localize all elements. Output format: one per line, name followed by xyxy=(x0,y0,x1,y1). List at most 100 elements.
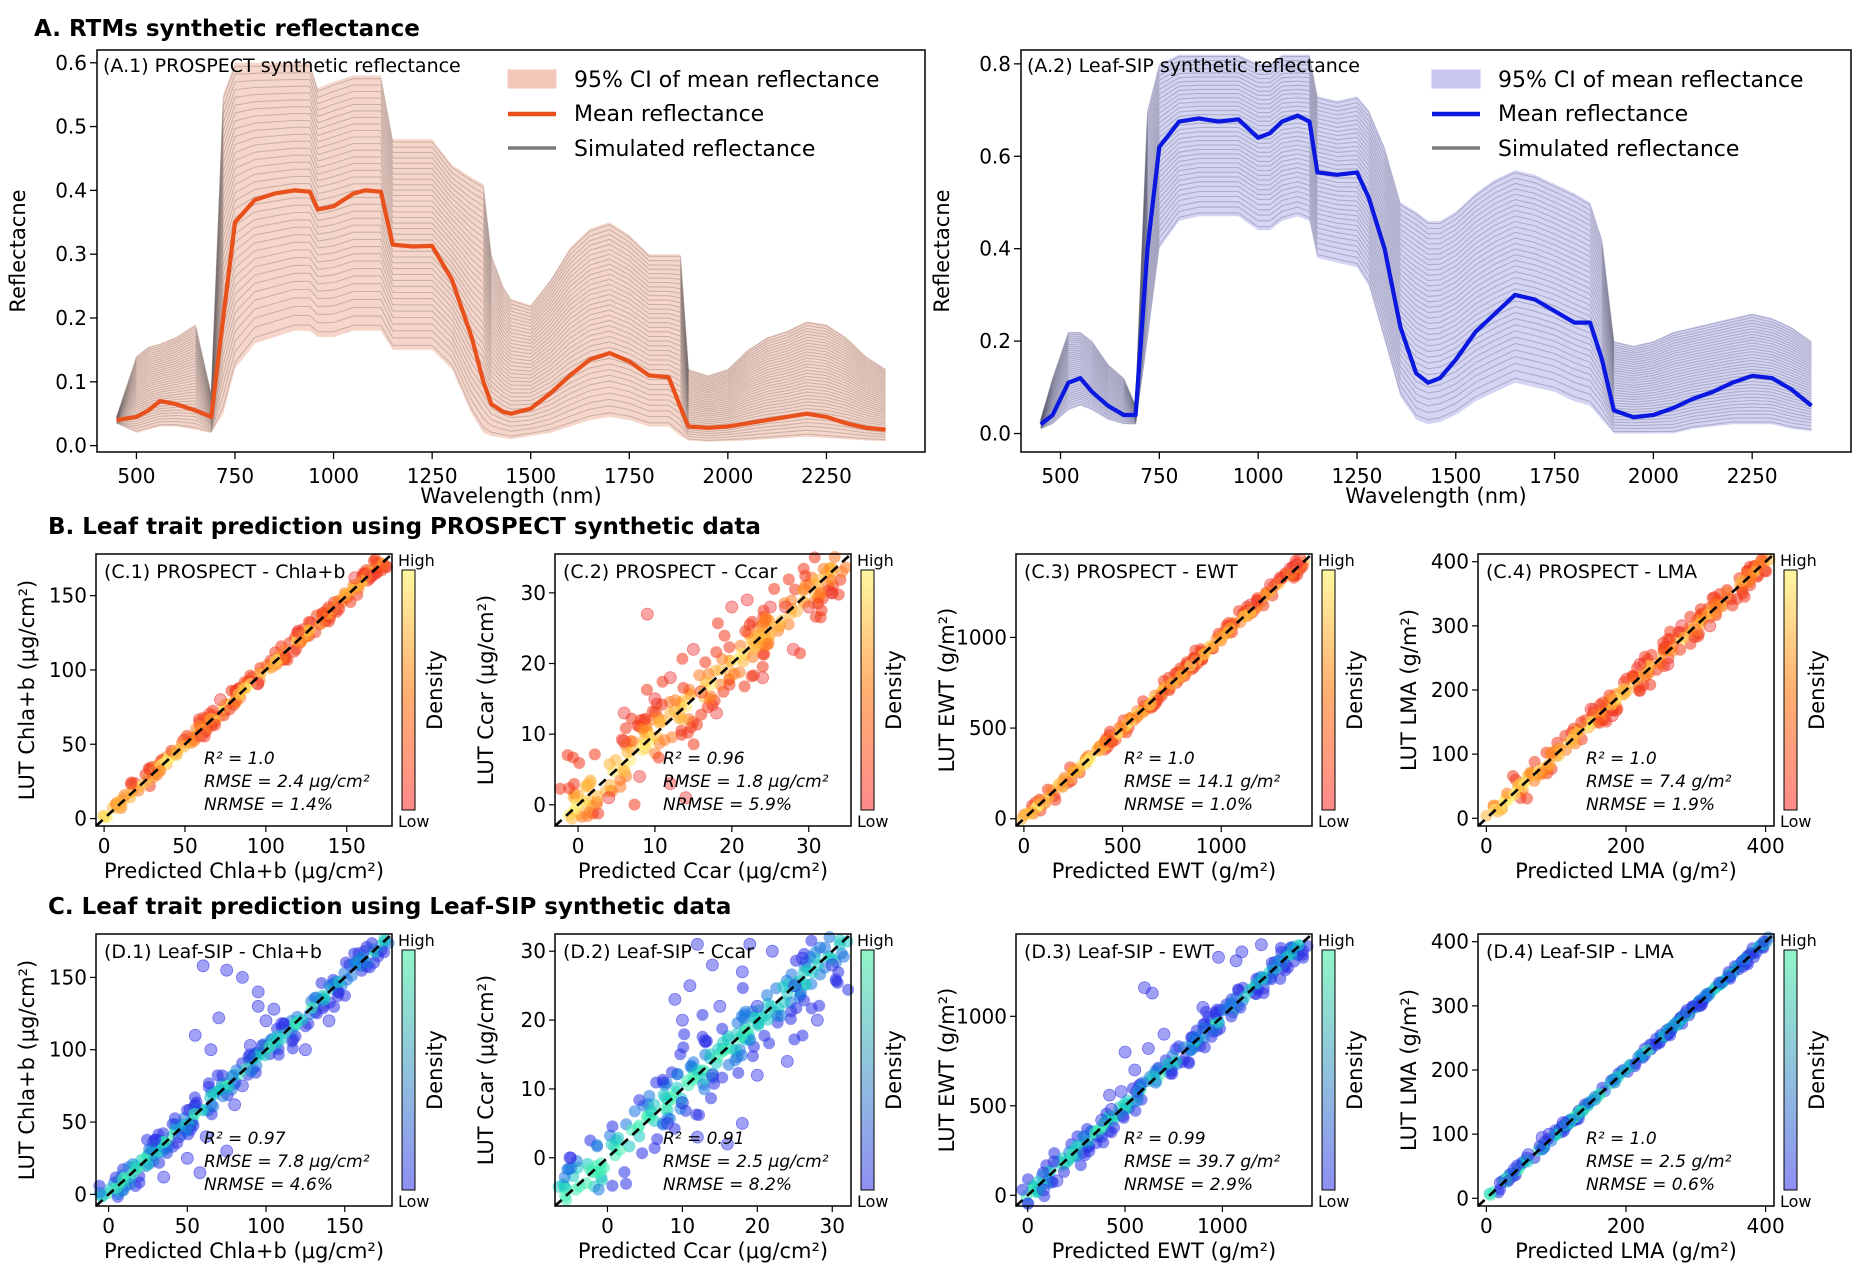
data-point xyxy=(1266,960,1279,973)
simulated-spectrum-line xyxy=(116,154,886,420)
axes-frame xyxy=(96,49,926,453)
data-point xyxy=(1212,1016,1225,1029)
data-point xyxy=(676,713,689,726)
data-point xyxy=(170,744,183,757)
data-point xyxy=(797,966,810,979)
data-point xyxy=(558,1171,571,1184)
outlier-point xyxy=(180,1151,194,1165)
data-point xyxy=(790,1002,803,1015)
data-point xyxy=(651,1133,664,1146)
y-tick-label: 0 xyxy=(74,807,87,831)
simulated-spectrum-line xyxy=(1040,212,1812,433)
data-point xyxy=(154,764,167,777)
colorbar-title: Density xyxy=(1343,650,1367,730)
outlier-point xyxy=(196,959,210,973)
data-point xyxy=(606,1179,619,1192)
outlier-point xyxy=(706,1068,719,1082)
colorbar-title: Density xyxy=(1805,650,1829,730)
outlier-point xyxy=(1212,950,1225,964)
stat-label: NRMSE = 0.6% xyxy=(1586,1175,1715,1195)
data-point xyxy=(817,562,830,575)
outlier-point xyxy=(763,600,777,614)
x-tick-label: 0 xyxy=(601,1214,614,1238)
data-point xyxy=(796,1029,809,1042)
colorbar-high-label: High xyxy=(398,551,435,570)
data-point xyxy=(572,789,585,802)
stat-label: R² = 1.0 xyxy=(1586,1129,1657,1149)
outlier-point xyxy=(617,706,631,720)
simulated-spectrum-line xyxy=(116,234,886,422)
mean-reflectance-line xyxy=(1039,113,1813,426)
data-point xyxy=(216,1069,229,1082)
y-tick-label: 100 xyxy=(49,1038,87,1062)
y-axis-label: LUT LMA (g/m²) xyxy=(1397,989,1421,1151)
x-tick-label: 750 xyxy=(216,464,254,488)
y-tick-label: 0.0 xyxy=(55,434,87,458)
mean-reflectance-line xyxy=(116,188,886,432)
data-point xyxy=(759,1009,772,1021)
colorbar-high-label: High xyxy=(857,931,894,950)
stat-label: RMSE = 2.5 μg/cm² xyxy=(663,1152,829,1172)
data-point xyxy=(691,718,703,731)
simulated-spectrum-line xyxy=(116,106,886,419)
y-tick-label: 0.3 xyxy=(55,242,87,266)
data-point xyxy=(188,734,201,747)
data-point xyxy=(729,1054,742,1067)
outlier-point xyxy=(204,1043,218,1057)
outlier-point xyxy=(1703,619,1717,633)
outlier-point xyxy=(676,1013,689,1027)
y-axis-label: Reflectacne xyxy=(930,189,954,312)
outlier-point xyxy=(691,937,704,951)
data-point xyxy=(1198,1041,1211,1054)
data-point xyxy=(573,757,586,769)
data-point xyxy=(1736,583,1748,596)
outlier-point xyxy=(1675,619,1689,633)
simulated-spectrum-line xyxy=(1040,118,1812,424)
x-axis-label: Predicted Ccar (μg/cm²) xyxy=(578,1239,828,1263)
simulated-spectrum-line xyxy=(1040,93,1812,423)
data-point xyxy=(748,1012,761,1025)
data-point xyxy=(1621,684,1634,697)
data-point xyxy=(831,976,844,989)
data-point xyxy=(682,1079,695,1092)
outlier-point xyxy=(259,1014,273,1028)
stat-label: RMSE = 2.5 g/m² xyxy=(1586,1152,1732,1172)
data-point xyxy=(1020,807,1033,820)
simulated-spectrum-line xyxy=(1040,105,1812,423)
data-point xyxy=(613,1143,626,1156)
stat-label: NRMSE = 1.0% xyxy=(1124,795,1253,815)
x-tick-label: 1500 xyxy=(505,464,556,488)
outlier-point xyxy=(267,1002,281,1016)
outlier-point xyxy=(602,791,616,805)
x-tick-label: 50 xyxy=(172,834,197,858)
data-point xyxy=(687,738,700,751)
data-point xyxy=(112,801,125,814)
y-tick-label: 30 xyxy=(521,939,546,963)
data-point xyxy=(616,763,629,776)
data-point xyxy=(731,1027,744,1040)
outlier-point xyxy=(1535,1131,1549,1144)
axes-frame xyxy=(95,553,393,827)
data-point xyxy=(636,722,649,735)
stat-label: R² = 1.0 xyxy=(1124,749,1195,769)
data-point xyxy=(696,1008,709,1021)
data-point xyxy=(670,1068,683,1081)
data-point xyxy=(1072,764,1085,776)
data-point xyxy=(1645,648,1658,661)
data-point xyxy=(1650,1039,1662,1051)
x-axis-label: Wavelength (nm) xyxy=(1345,484,1526,508)
simulated-spectrum-line xyxy=(1040,76,1812,422)
panel-title: (C.1) PROSPECT - Chla+b xyxy=(104,561,345,583)
data-point xyxy=(345,969,358,982)
y-tick-label: 0.6 xyxy=(55,51,87,75)
outlier-point xyxy=(825,586,839,600)
outlier-point xyxy=(1633,657,1647,671)
one-to-one-line xyxy=(1477,553,1775,827)
outlier-point xyxy=(710,706,723,720)
stat-label: R² = 0.97 xyxy=(204,1129,286,1149)
data-point xyxy=(1480,809,1493,822)
outlier-point xyxy=(212,1011,226,1025)
outlier-point xyxy=(802,600,816,614)
y-tick-label: 0.5 xyxy=(55,115,87,139)
data-point xyxy=(797,583,810,596)
